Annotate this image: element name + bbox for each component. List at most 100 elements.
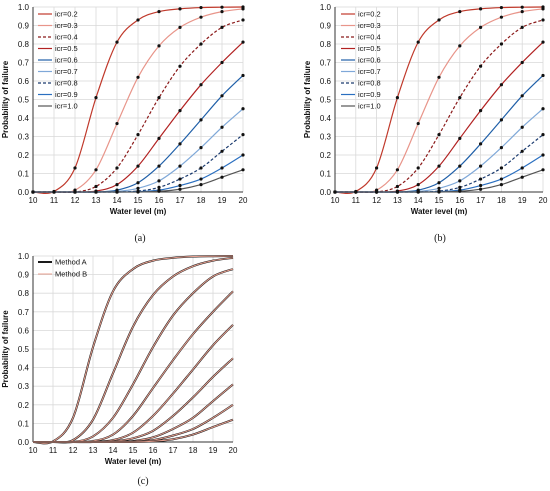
data-point bbox=[199, 177, 203, 181]
y-tick-label: 0.8 bbox=[320, 40, 332, 49]
x-tick-label: 13 bbox=[393, 196, 402, 205]
data-point bbox=[395, 190, 399, 194]
data-point bbox=[416, 166, 420, 170]
data-point bbox=[157, 189, 161, 193]
data-point bbox=[395, 168, 399, 172]
data-point bbox=[178, 183, 182, 188]
x-tick-label: 13 bbox=[89, 446, 98, 455]
data-point bbox=[520, 60, 524, 65]
y-tick-label: 0.6 bbox=[320, 77, 332, 86]
legend-label: icr=0.7 bbox=[358, 67, 381, 76]
data-point bbox=[178, 7, 182, 11]
data-point bbox=[520, 149, 524, 153]
data-point bbox=[416, 121, 420, 126]
data-point bbox=[199, 146, 203, 150]
y-tick-label: 0.0 bbox=[18, 438, 30, 447]
data-point bbox=[136, 133, 140, 137]
series-line-method-b bbox=[32, 255, 234, 444]
y-tick-label: 1.0 bbox=[18, 3, 30, 12]
data-point bbox=[437, 133, 441, 137]
x-tick-label: 18 bbox=[197, 196, 206, 205]
legend-label: icr=0.4 bbox=[55, 33, 78, 42]
x-tick-label: 19 bbox=[518, 196, 527, 205]
y-tick-label: 0.1 bbox=[18, 170, 30, 179]
y-tick-label: 0.3 bbox=[18, 382, 30, 391]
data-point bbox=[520, 25, 524, 29]
data-point bbox=[541, 40, 545, 44]
data-point bbox=[520, 5, 524, 9]
x-tick-label: 17 bbox=[169, 446, 178, 455]
data-point bbox=[136, 181, 140, 185]
data-point bbox=[499, 146, 503, 150]
data-point bbox=[458, 189, 462, 193]
data-point bbox=[437, 181, 441, 185]
data-point bbox=[220, 10, 224, 14]
x-tick-label: 16 bbox=[155, 196, 164, 205]
data-point bbox=[458, 185, 462, 189]
data-point bbox=[458, 44, 462, 48]
data-point bbox=[115, 183, 119, 187]
data-point bbox=[157, 164, 161, 168]
data-point bbox=[520, 166, 524, 170]
legend-label: icr=0.5 bbox=[55, 44, 78, 53]
data-point bbox=[199, 166, 203, 170]
data-point bbox=[220, 175, 224, 179]
x-tick-label: 11 bbox=[50, 196, 59, 205]
data-point bbox=[458, 10, 462, 14]
data-point bbox=[479, 187, 483, 191]
y-tick-label: 0.3 bbox=[320, 133, 332, 142]
data-point bbox=[94, 96, 98, 100]
panel-label: (a) bbox=[134, 233, 145, 244]
data-point bbox=[541, 133, 545, 137]
data-point bbox=[458, 164, 462, 168]
x-tick-label: 18 bbox=[497, 196, 506, 205]
x-tick-label: 13 bbox=[92, 196, 101, 205]
data-point bbox=[437, 18, 441, 22]
data-point bbox=[375, 166, 379, 170]
x-tick-label: 19 bbox=[218, 196, 227, 205]
data-point bbox=[241, 7, 245, 11]
x-tick-label: 12 bbox=[69, 446, 78, 455]
data-point bbox=[416, 40, 420, 44]
data-point bbox=[199, 15, 203, 19]
data-point bbox=[220, 125, 224, 129]
legend-label: icr=1.0 bbox=[358, 102, 381, 111]
data-point bbox=[157, 185, 161, 189]
y-tick-label: 0.3 bbox=[18, 133, 30, 142]
y-tick-label: 0.0 bbox=[18, 188, 30, 197]
x-axis-title: Water level (m) bbox=[411, 207, 468, 216]
series-line-method-b bbox=[33, 419, 234, 443]
x-tick-label: 15 bbox=[435, 196, 444, 205]
y-tick-label: 0.2 bbox=[18, 151, 30, 160]
y-tick-label: 0.5 bbox=[320, 96, 332, 105]
data-point bbox=[94, 168, 98, 172]
data-point bbox=[178, 177, 182, 181]
panel-label: (b) bbox=[434, 233, 446, 244]
data-point bbox=[73, 166, 77, 170]
data-point bbox=[416, 190, 420, 194]
x-axis-title: Water level (m) bbox=[110, 207, 167, 216]
data-point bbox=[94, 184, 98, 189]
legend-label: icr=1.0 bbox=[55, 102, 78, 111]
y-tick-label: 1.0 bbox=[320, 3, 332, 12]
data-point bbox=[220, 166, 224, 170]
data-point bbox=[52, 190, 56, 194]
data-point bbox=[395, 96, 399, 100]
data-point bbox=[73, 190, 77, 194]
y-tick-label: 0.9 bbox=[320, 22, 332, 31]
legend-label: icr=0.9 bbox=[55, 90, 78, 99]
data-point bbox=[157, 136, 161, 140]
y-tick-label: 0.4 bbox=[320, 114, 332, 123]
data-point bbox=[354, 190, 358, 194]
data-point bbox=[199, 83, 203, 87]
legend-label: icr=0.2 bbox=[358, 10, 381, 19]
legend-label: icr=0.9 bbox=[358, 90, 381, 99]
x-tick-label: 15 bbox=[134, 196, 143, 205]
data-point bbox=[499, 15, 503, 19]
data-point bbox=[241, 153, 245, 157]
x-tick-label: 20 bbox=[229, 446, 238, 455]
data-point bbox=[241, 168, 245, 172]
data-point bbox=[479, 109, 483, 113]
data-point bbox=[31, 190, 35, 194]
x-tick-label: 10 bbox=[29, 196, 38, 205]
